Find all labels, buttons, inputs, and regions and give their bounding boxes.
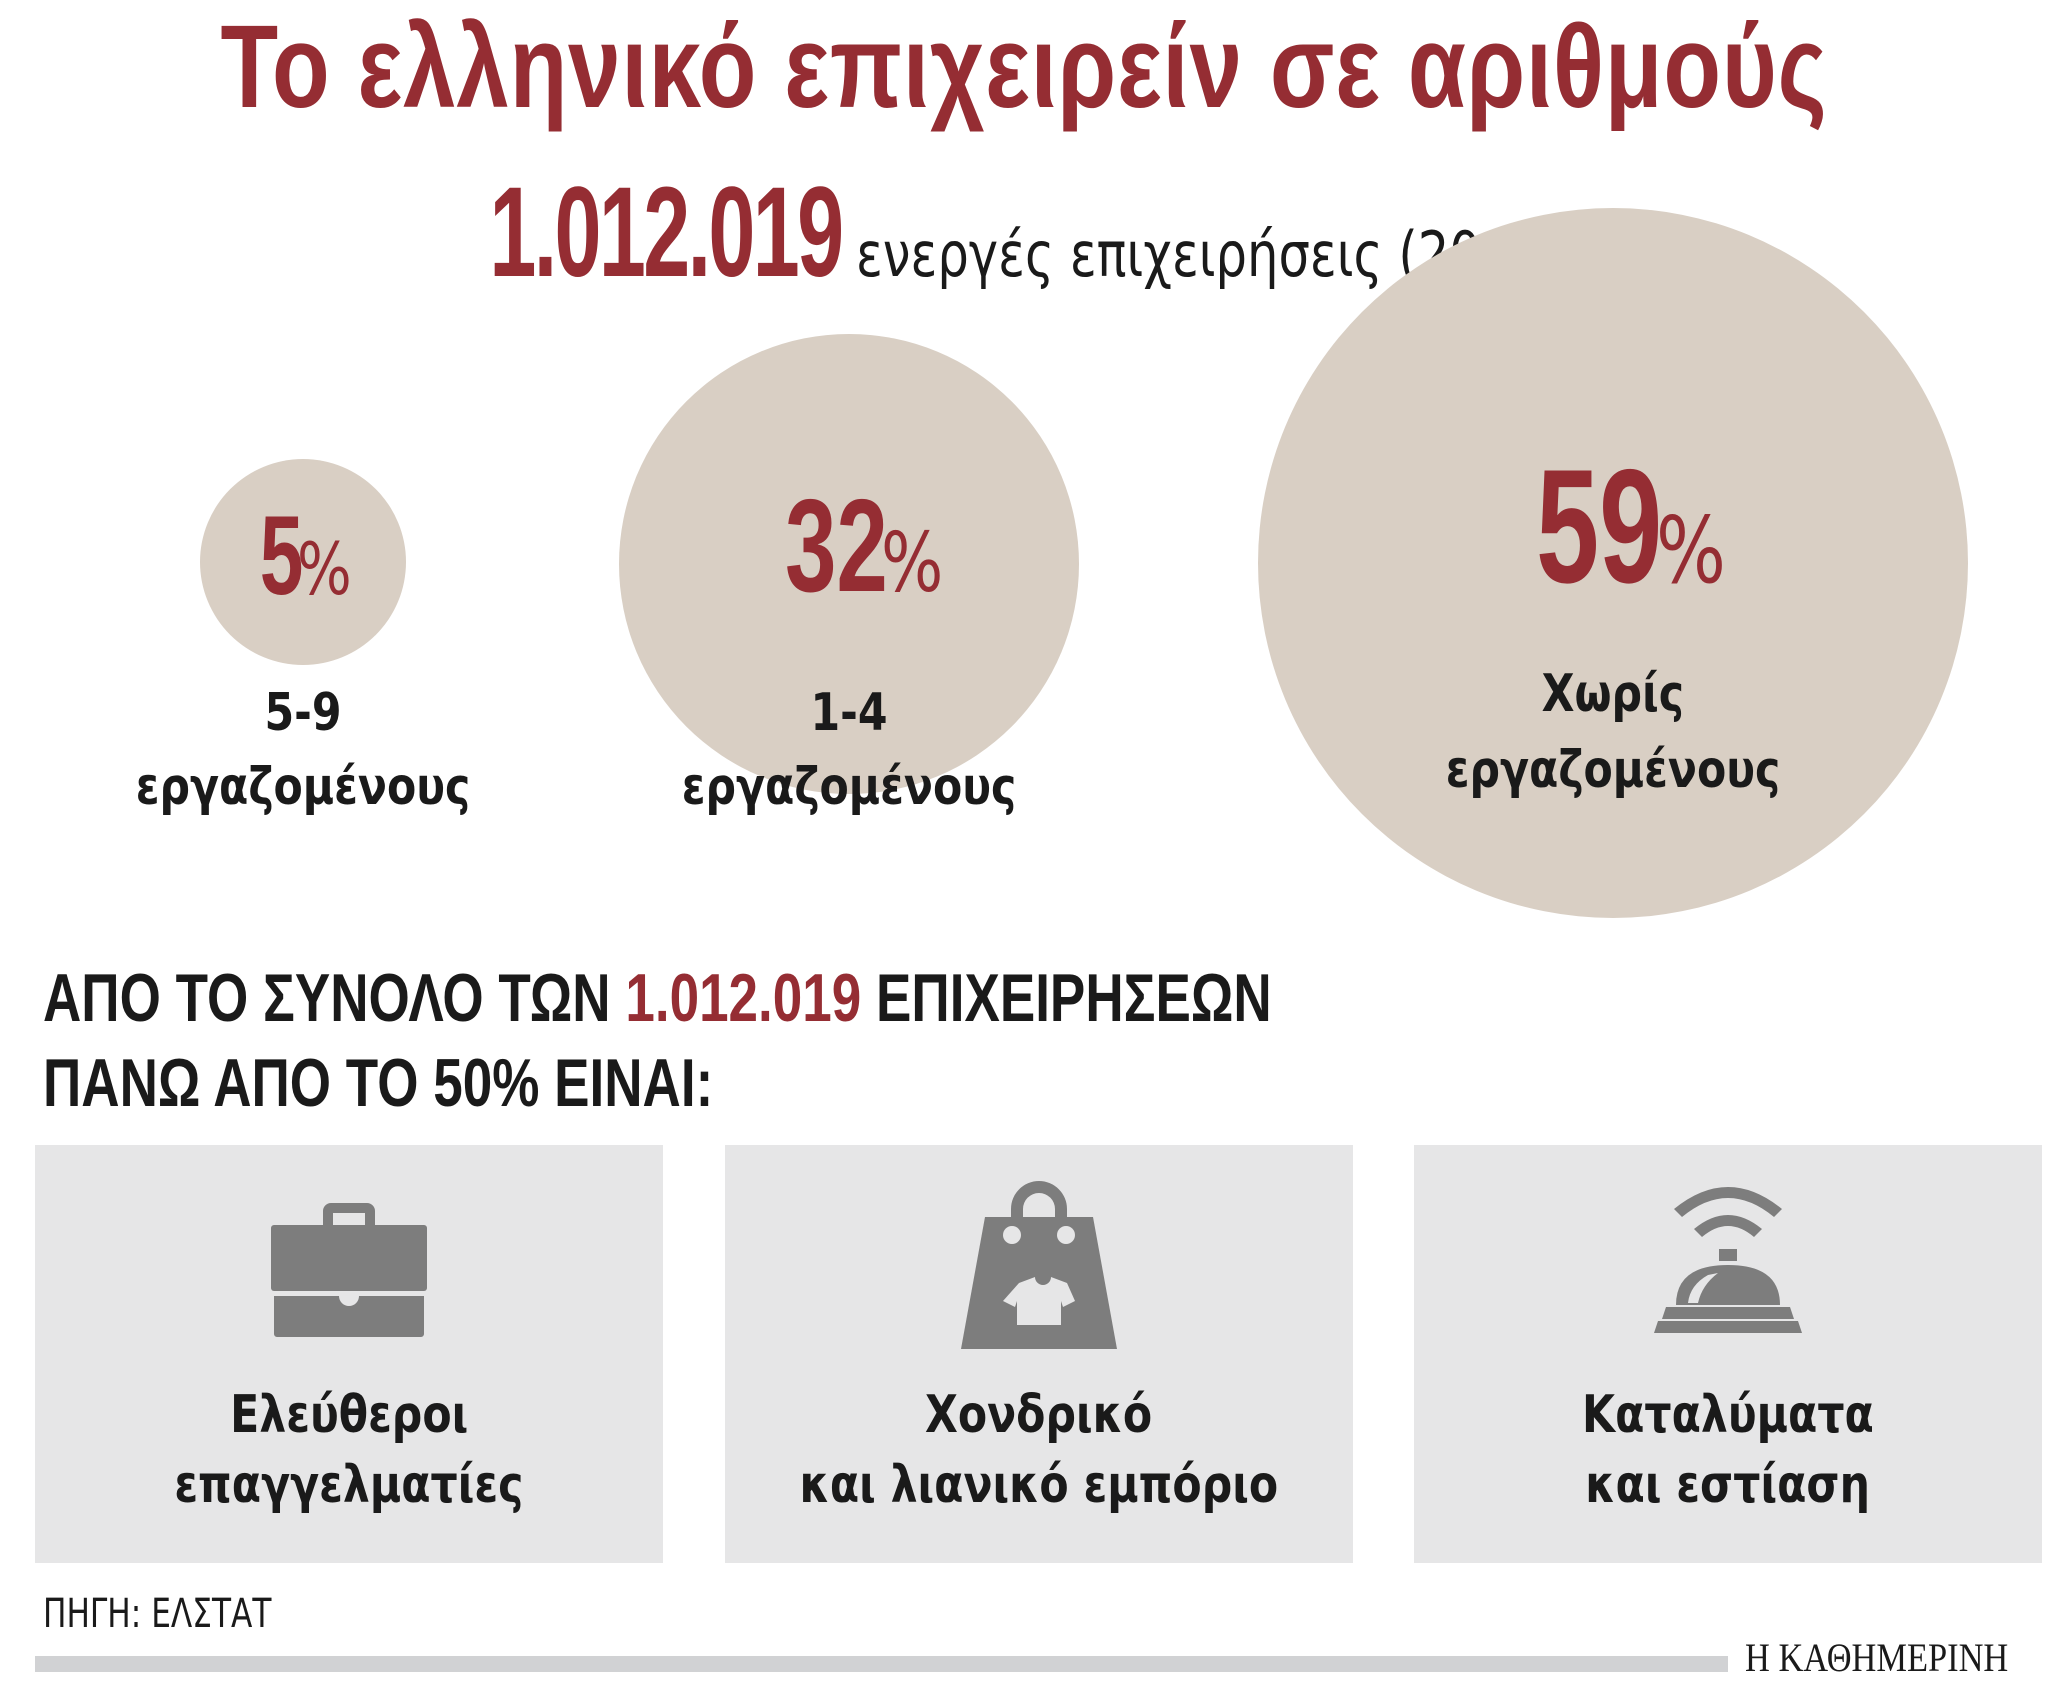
label-no-employees: Χωρίς εργαζομένους bbox=[1445, 664, 1781, 800]
service-bell-icon bbox=[1654, 1187, 1802, 1333]
section-heading: ΑΠΟ ΤΟ ΣΥΝΟΛΟ ΤΩΝ 1.012.019 ΕΠΙΧΕΙΡΗΣΕΩΝ… bbox=[43, 956, 1272, 1126]
publisher-logo: Η ΚΑΘΗΜΕΡΙΝΗ bbox=[1745, 1635, 2009, 1680]
pct-1-4-employees: 32% bbox=[784, 472, 944, 619]
sector-box-hospitality: Καταλύματα και εστίαση bbox=[1414, 1145, 2042, 1563]
heading-line1-pre: ΑΠΟ ΤΟ ΣΥΝΟΛΟ ΤΩΝ bbox=[43, 960, 626, 1036]
heading-total-number: 1.012.019 bbox=[625, 960, 862, 1036]
bubble-no-employees bbox=[1258, 208, 1968, 918]
sector-caption-trade: Χονδρικό και λιανικό εμπόριο bbox=[799, 1385, 1279, 1515]
heading-line2: ΠΑΝΩ ΑΠΟ ΤΟ 50% ΕΙΝΑΙ: bbox=[43, 1045, 714, 1121]
pct-5-9-employees: 5% bbox=[259, 493, 352, 618]
sector-caption-hospitality: Καταλύματα και εστίαση bbox=[1582, 1385, 1874, 1515]
label-5-9-employees: 5-9 εργαζομένους bbox=[135, 683, 471, 817]
bubble-1-4-employees bbox=[619, 334, 1079, 794]
shopping-bag-icon bbox=[961, 1181, 1117, 1349]
source-note: ΠΗΓΗ: ΕΛΣΤΑΤ bbox=[43, 1591, 272, 1637]
sector-box-freelancers: Ελεύθεροι επαγγελματίες bbox=[35, 1145, 663, 1563]
pct-no-employees: 59% bbox=[1536, 436, 1727, 617]
sector-box-trade: Χονδρικό και λιανικό εμπόριο bbox=[725, 1145, 1353, 1563]
sector-caption-freelancers: Ελεύθεροι επαγγελματίες bbox=[174, 1385, 524, 1515]
heading-line1-post: ΕΠΙΧΕΙΡΗΣΕΩΝ bbox=[861, 960, 1272, 1036]
total-businesses-value: 1.012.019 bbox=[489, 161, 845, 304]
bubble-5-9-employees bbox=[200, 459, 406, 665]
label-1-4-employees: 1-4 εργαζομένους bbox=[681, 683, 1017, 817]
footer-divider-bar bbox=[35, 1656, 1728, 1672]
briefcase-icon bbox=[271, 1203, 427, 1337]
page-title: Το ελληνικό επιχειρείν σε αριθμούς bbox=[220, 1, 1828, 133]
